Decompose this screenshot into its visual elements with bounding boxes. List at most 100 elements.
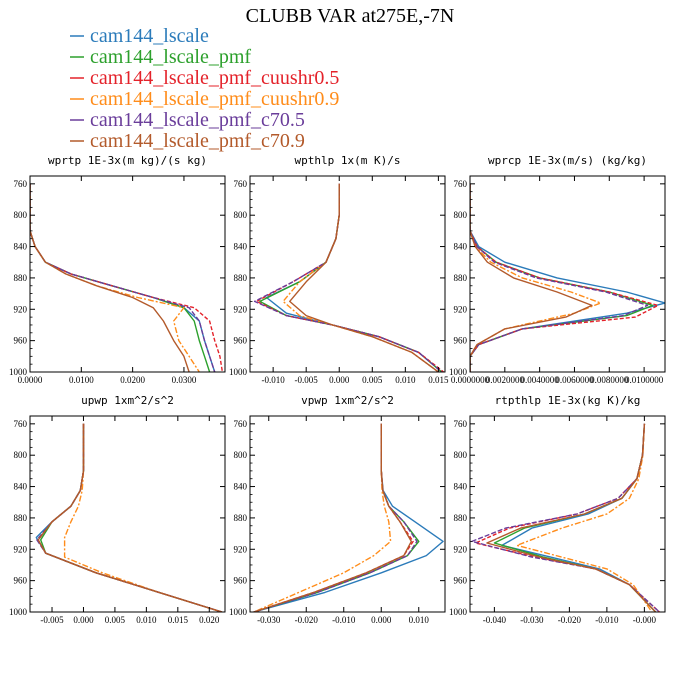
y-tick-label: 920 [14, 544, 28, 554]
x-tick-label: -0.010 [595, 615, 619, 625]
panel-title: wprtp 1E-3x(m kg)/(s kg) [48, 154, 207, 167]
y-tick-label: 1000 [229, 367, 248, 377]
y-tick-label: 840 [234, 242, 248, 252]
x-tick-label: -0.030 [257, 615, 281, 625]
y-tick-label: 960 [14, 336, 28, 346]
y-tick-label: 920 [234, 544, 248, 554]
legend-label: cam144_lscale [90, 25, 209, 47]
series-line [470, 183, 659, 372]
series-line [253, 423, 392, 612]
y-tick-label: 1000 [9, 367, 28, 377]
y-tick-label: 880 [234, 513, 248, 523]
y-tick-label: 840 [234, 482, 248, 492]
y-tick-label: 960 [454, 336, 468, 346]
x-tick-label: -0.020 [558, 615, 582, 625]
panel-title: wprcp 1E-3x(m/s) (kg/kg) [488, 154, 647, 167]
y-tick-label: 880 [14, 513, 28, 523]
legend-label: cam144_lscale_pmf_cuushr0.5 [90, 67, 339, 89]
x-tick-label: 0.0060000 [555, 375, 594, 385]
y-tick-label: 800 [14, 450, 28, 460]
x-tick-label: 0.020 [199, 615, 220, 625]
series-line [486, 423, 657, 612]
y-tick-label: 760 [454, 179, 468, 189]
legend-label: cam144_lscale_pmf [90, 46, 251, 68]
x-tick-label: 0.010 [409, 615, 430, 625]
y-tick-label: 1000 [229, 607, 248, 617]
x-tick-label: 0.0200 [120, 375, 145, 385]
y-tick-label: 1000 [449, 367, 468, 377]
x-tick-label: 0.0080000 [590, 375, 629, 385]
y-tick-label: 880 [14, 273, 28, 283]
y-tick-label: 840 [14, 482, 28, 492]
y-tick-label: 920 [14, 304, 28, 314]
series-line [30, 183, 216, 372]
x-tick-label: -0.010 [332, 615, 356, 625]
y-tick-label: 800 [454, 450, 468, 460]
x-tick-label: -0.020 [295, 615, 319, 625]
y-tick-label: 880 [234, 273, 248, 283]
x-tick-label: 0.015 [168, 615, 189, 625]
x-tick-label: 0.0300 [172, 375, 197, 385]
series-line [30, 183, 216, 372]
panel-title: vpwp 1xm^2/s^2 [301, 394, 394, 407]
y-tick-label: 760 [14, 179, 28, 189]
x-tick-label: 0.000 [329, 375, 350, 385]
legend-label: cam144_lscale_pmf_cuushr0.9 [90, 88, 339, 110]
panel-title: upwp 1xm^2/s^2 [81, 394, 174, 407]
panel-4: upwp 1xm^2/s^2 760 800 840 880 920 960 1000 -0.0… [9, 394, 226, 625]
y-tick-label: 880 [454, 513, 468, 523]
y-tick-label: 800 [454, 210, 468, 220]
series-line [470, 183, 654, 372]
x-tick-label: -0.000 [633, 615, 657, 625]
x-tick-label: -0.005 [295, 375, 319, 385]
series-line [253, 423, 414, 612]
y-tick-label: 960 [234, 336, 248, 346]
legend-item: cam144_lscale_pmf_cuushr0.5 [70, 67, 339, 89]
y-tick-label: 840 [14, 242, 28, 252]
y-tick-label: 960 [454, 576, 468, 586]
series-line [501, 423, 657, 612]
plot-frame [469, 175, 666, 373]
series-line [30, 183, 224, 372]
y-tick-label: 920 [454, 304, 468, 314]
series-line [470, 183, 665, 372]
y-tick-label: 800 [234, 210, 248, 220]
y-tick-label: 760 [234, 179, 248, 189]
panel-3: wprcp 1E-3x(m/s) (kg/kg) 760 800 840 880 920 9… [449, 154, 666, 385]
x-tick-label: 0.0040000 [521, 375, 560, 385]
plot-frame [29, 415, 226, 613]
panel-6: rtpthlp 1E-3x(kg K)/kg 760 800 840 880 920 960… [449, 394, 666, 625]
x-tick-label: -0.030 [520, 615, 544, 625]
y-tick-label: 840 [454, 482, 468, 492]
series-line [289, 183, 439, 372]
legend-item: cam144_lscale_pmf_cuushr0.9 [70, 88, 339, 110]
x-tick-label: 0.0000000 [451, 375, 490, 385]
plot-frame [249, 175, 446, 373]
series-line [265, 183, 443, 372]
series-line [470, 183, 593, 372]
series-line [259, 183, 443, 372]
panel-title: rtpthlp 1E-3x(kg K)/kg [495, 394, 641, 407]
plot-frame [469, 415, 666, 613]
y-tick-label: 880 [454, 273, 468, 283]
panels: wprtp 1E-3x(m kg)/(s kg) 760 800 840 880 920 9… [9, 154, 666, 625]
legend: cam144_lscalecam144_lscale_pmfcam144_lsc… [70, 25, 339, 152]
plot-frame [29, 175, 226, 373]
y-tick-label: 800 [14, 210, 28, 220]
y-tick-label: 800 [234, 450, 248, 460]
panel-5: vpwp 1xm^2/s^2 760 800 840 880 920 960 1000 -0.0… [229, 394, 446, 625]
legend-label: cam144_lscale_pmf_c70.9 [90, 130, 305, 152]
legend-item: cam144_lscale_pmf_c70.5 [70, 109, 305, 131]
series-line [470, 183, 602, 372]
y-tick-label: 960 [14, 576, 28, 586]
legend-item: cam144_lscale_pmf [70, 46, 251, 68]
x-tick-label: 0.0000 [18, 375, 43, 385]
y-tick-label: 960 [234, 576, 248, 586]
x-tick-label: -0.040 [483, 615, 507, 625]
x-tick-label: -0.010 [262, 375, 286, 385]
x-tick-label: 0.0100000 [625, 375, 664, 385]
x-tick-label: 0.0020000 [486, 375, 525, 385]
x-tick-label: 0.010 [395, 375, 416, 385]
y-tick-label: 760 [14, 419, 28, 429]
